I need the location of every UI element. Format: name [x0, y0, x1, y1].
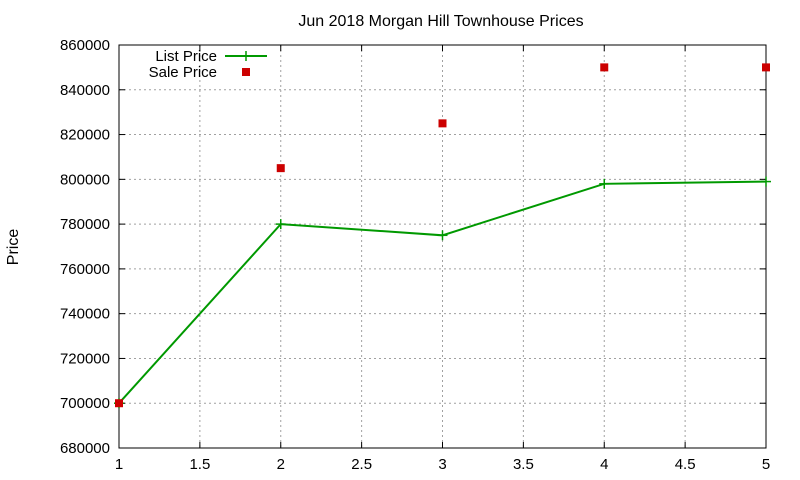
- x-tick-label: 3.5: [513, 456, 534, 473]
- y-tick-label: 860000: [60, 37, 110, 54]
- chart-title: Jun 2018 Morgan Hill Townhouse Prices: [298, 13, 583, 30]
- list-price-line: [118, 180, 767, 404]
- x-tick-labels: 1 1.5 2 2.5 3 3.5 4 4.5 5: [115, 456, 770, 473]
- y-tick-label: 760000: [60, 261, 110, 278]
- plot-frame: [118, 44, 767, 449]
- legend-label: Sale Price: [149, 64, 217, 81]
- grid-layer: [119, 45, 766, 448]
- y-tick-label: 820000: [60, 127, 110, 144]
- x-tick-label: 5: [762, 456, 770, 473]
- y-tick-label: 780000: [60, 216, 110, 233]
- legend-label: List Price: [155, 48, 217, 65]
- sale-price-point: [276, 164, 285, 173]
- list-price-point: [437, 230, 448, 241]
- list-price-point: [599, 178, 610, 189]
- list-price-point: [761, 176, 771, 187]
- sale-price-point: [438, 119, 447, 128]
- y-tick-labels: 680000 700000 720000 740000 760000 780000 8000…: [60, 37, 110, 457]
- y-tick-label: 800000: [60, 171, 110, 188]
- y-tick-label: 840000: [60, 82, 110, 99]
- x-tick-label: 4: [600, 456, 608, 473]
- x-tick-label: 1: [115, 456, 123, 473]
- y-tick-label: 720000: [60, 350, 110, 367]
- series-layer: [114, 63, 771, 409]
- x-tick-label: 1.5: [189, 456, 210, 473]
- legend-marker: [241, 51, 251, 61]
- list-price-point: [275, 219, 286, 230]
- x-tick-label: 2: [277, 456, 285, 473]
- sale-price-point: [600, 63, 609, 72]
- x-tick-label: 3: [438, 456, 446, 473]
- y-tick-label: 740000: [60, 306, 110, 323]
- y-axis-label: Price: [5, 229, 22, 266]
- x-tick-label: 4.5: [675, 456, 696, 473]
- sale-price-point: [762, 63, 770, 72]
- sale-price-point: [115, 399, 123, 408]
- legend-marker: [242, 68, 250, 76]
- y-tick-label: 700000: [60, 395, 110, 412]
- x-tick-label: 2.5: [351, 456, 372, 473]
- y-tick-label: 680000: [60, 440, 110, 457]
